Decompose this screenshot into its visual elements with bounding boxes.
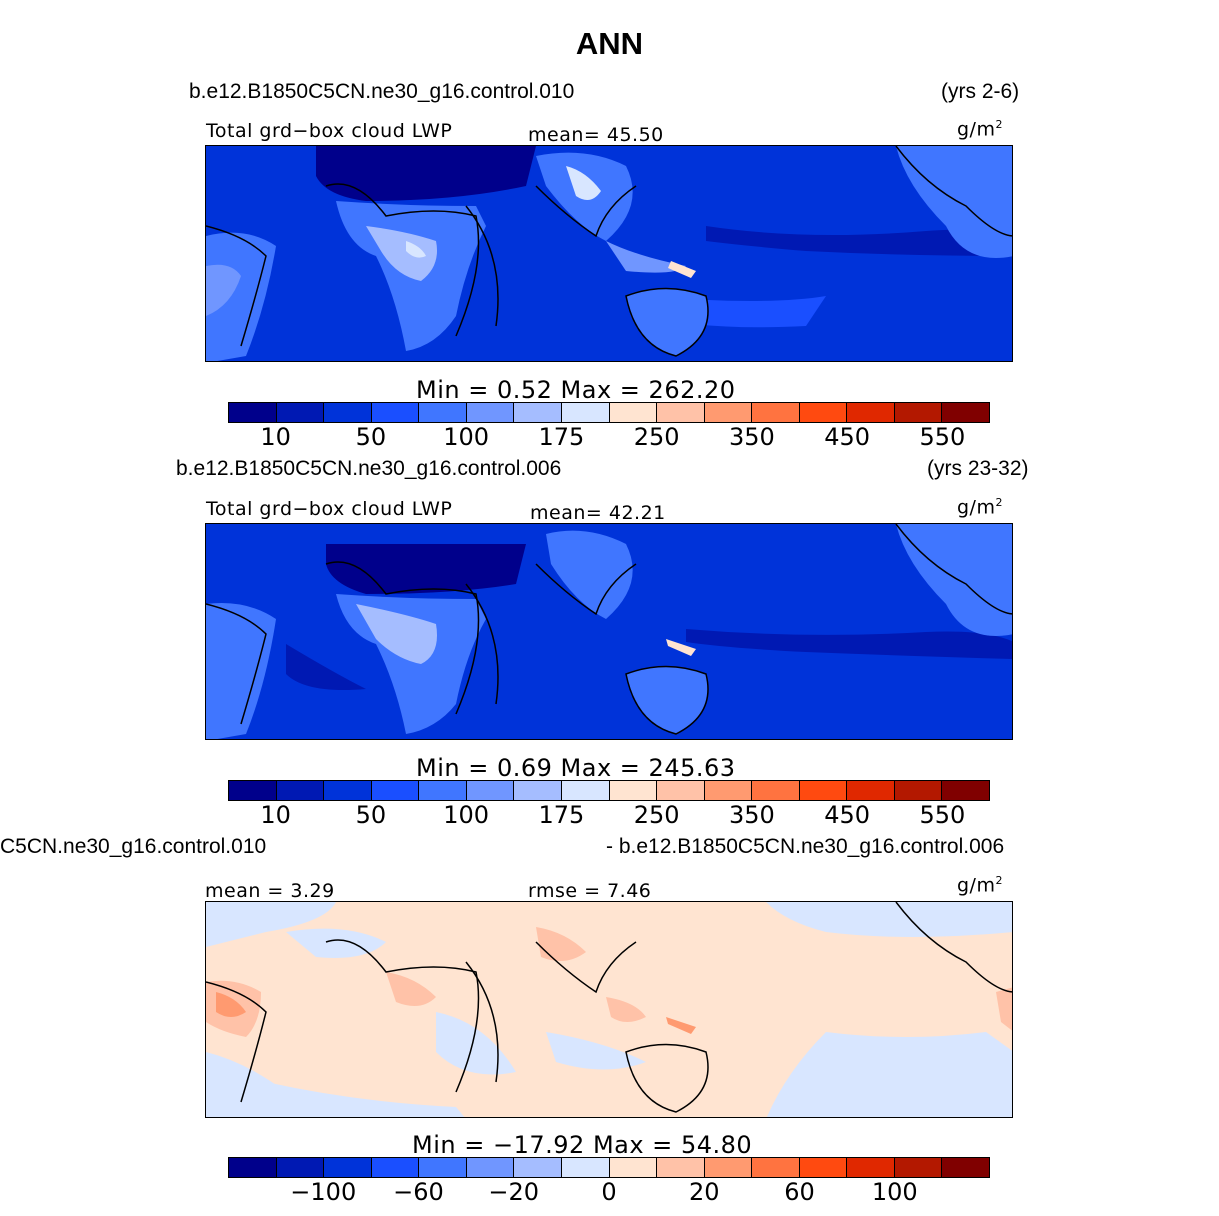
panel1-variable-name: Total grd−box cloud LWP [206, 120, 453, 142]
panel3-case-left: C5CN.ne30_g16.control.010 [0, 835, 267, 858]
colorbar-box [229, 781, 277, 800]
colorbar-box [799, 403, 848, 422]
colorbar-box [371, 403, 420, 422]
colorbar-tick-label: 350 [728, 423, 775, 451]
colorbar-box [419, 1158, 467, 1177]
colorbar-tick-label: 60 [784, 1178, 815, 1206]
colorbar-tick-label: 10 [260, 801, 291, 829]
colorbar-tick-label: 250 [633, 423, 680, 451]
colorbar-tick-label: 550 [919, 423, 966, 451]
colorbar-box [514, 403, 562, 422]
panel3-rmse: rmse = 7.46 [528, 880, 652, 902]
colorbar-box [894, 781, 943, 800]
colorbar-box [324, 781, 372, 800]
panel3-mean: mean = 3.29 [205, 880, 335, 902]
colorbar-tick-label: −100 [290, 1178, 357, 1206]
panel1-units: g/m2 [957, 118, 1003, 141]
colorbar-tick-label: 550 [919, 801, 966, 829]
colorbar-box [371, 781, 420, 800]
colorbar-tick-label: 0 [601, 1178, 617, 1206]
colorbar-box [609, 403, 658, 422]
colorbar-box [276, 1158, 325, 1177]
colorbar-box [657, 1158, 705, 1177]
colorbar-box [704, 403, 753, 422]
colorbar-tick-label: −20 [488, 1178, 540, 1206]
colorbar-box [419, 781, 467, 800]
panel3-min-max: Min = −17.92 Max = 54.80 [412, 1131, 753, 1159]
colorbar-box [752, 1158, 800, 1177]
colorbar-box [324, 403, 372, 422]
colorbar-box [466, 1158, 515, 1177]
colorbar-box [514, 1158, 562, 1177]
colorbar-box [942, 1158, 989, 1177]
colorbar-box [847, 1158, 895, 1177]
colorbar-box [419, 403, 467, 422]
colorbar-box [799, 781, 848, 800]
plot-title: ANN [575, 26, 644, 61]
panel1-map [205, 145, 1013, 362]
colorbar-tick-label: 100 [443, 423, 490, 451]
colorbar-box [229, 403, 277, 422]
colorbar-box [704, 1158, 753, 1177]
colorbar-tick-label: 350 [728, 801, 775, 829]
panel2-colorbar [228, 780, 990, 801]
panel1-case-name: b.e12.B1850C5CN.ne30_g16.control.010 [189, 80, 575, 103]
colorbar-box [229, 1158, 277, 1177]
panel1-min-max: Min = 0.52 Max = 262.20 [416, 376, 736, 404]
colorbar-box [466, 403, 515, 422]
colorbar-tick-label: 175 [538, 423, 585, 451]
colorbar-box [847, 403, 895, 422]
colorbar-box [657, 403, 705, 422]
colorbar-tick-label: 20 [688, 1178, 720, 1206]
panel2-map [205, 523, 1013, 740]
colorbar-box [276, 403, 325, 422]
colorbar-tick-label: 450 [824, 801, 871, 829]
colorbar-box [276, 781, 325, 800]
panel3-map [205, 901, 1013, 1118]
panel3-case-right: - b.e12.B1850C5CN.ne30_g16.control.006 [606, 835, 1005, 858]
panel1-years: (yrs 2-6) [941, 80, 1020, 103]
colorbar-box [324, 1158, 372, 1177]
colorbar-box [752, 781, 800, 800]
panel2-case-name: b.e12.B1850C5CN.ne30_g16.control.006 [176, 457, 562, 480]
panel3-colorbar [228, 1157, 990, 1178]
panel2-years: (yrs 23-32) [927, 457, 1029, 480]
panel2-variable-name: Total grd−box cloud LWP [206, 498, 453, 520]
colorbar-box [514, 781, 562, 800]
panel1-mean: mean= 45.50 [528, 124, 664, 146]
colorbar-tick-label: 250 [633, 801, 680, 829]
colorbar-box [561, 1158, 610, 1177]
colorbar-box [371, 1158, 420, 1177]
colorbar-box [609, 781, 658, 800]
colorbar-box [894, 403, 943, 422]
colorbar-box [752, 403, 800, 422]
colorbar-tick-label: 10 [260, 423, 291, 451]
panel2-units: g/m2 [957, 496, 1003, 519]
colorbar-box [847, 781, 895, 800]
colorbar-box [942, 781, 989, 800]
panel2-mean: mean= 42.21 [530, 502, 666, 524]
panel3-units: g/m2 [957, 874, 1003, 897]
panel1-colorbar [228, 402, 990, 423]
colorbar-tick-label: 50 [355, 801, 387, 829]
colorbar-box [894, 1158, 943, 1177]
colorbar-tick-label: 450 [824, 423, 871, 451]
colorbar-box [799, 1158, 848, 1177]
colorbar-box [561, 403, 610, 422]
colorbar-tick-label: 100 [871, 1178, 918, 1206]
colorbar-tick-label: 175 [538, 801, 585, 829]
colorbar-box [942, 403, 989, 422]
colorbar-tick-label: 50 [355, 423, 387, 451]
colorbar-tick-label: −60 [393, 1178, 444, 1206]
colorbar-box [657, 781, 705, 800]
colorbar-box [561, 781, 610, 800]
panel2-min-max: Min = 0.69 Max = 245.63 [416, 754, 736, 782]
colorbar-box [704, 781, 753, 800]
colorbar-box [466, 781, 515, 800]
colorbar-tick-label: 100 [443, 801, 490, 829]
colorbar-box [609, 1158, 658, 1177]
